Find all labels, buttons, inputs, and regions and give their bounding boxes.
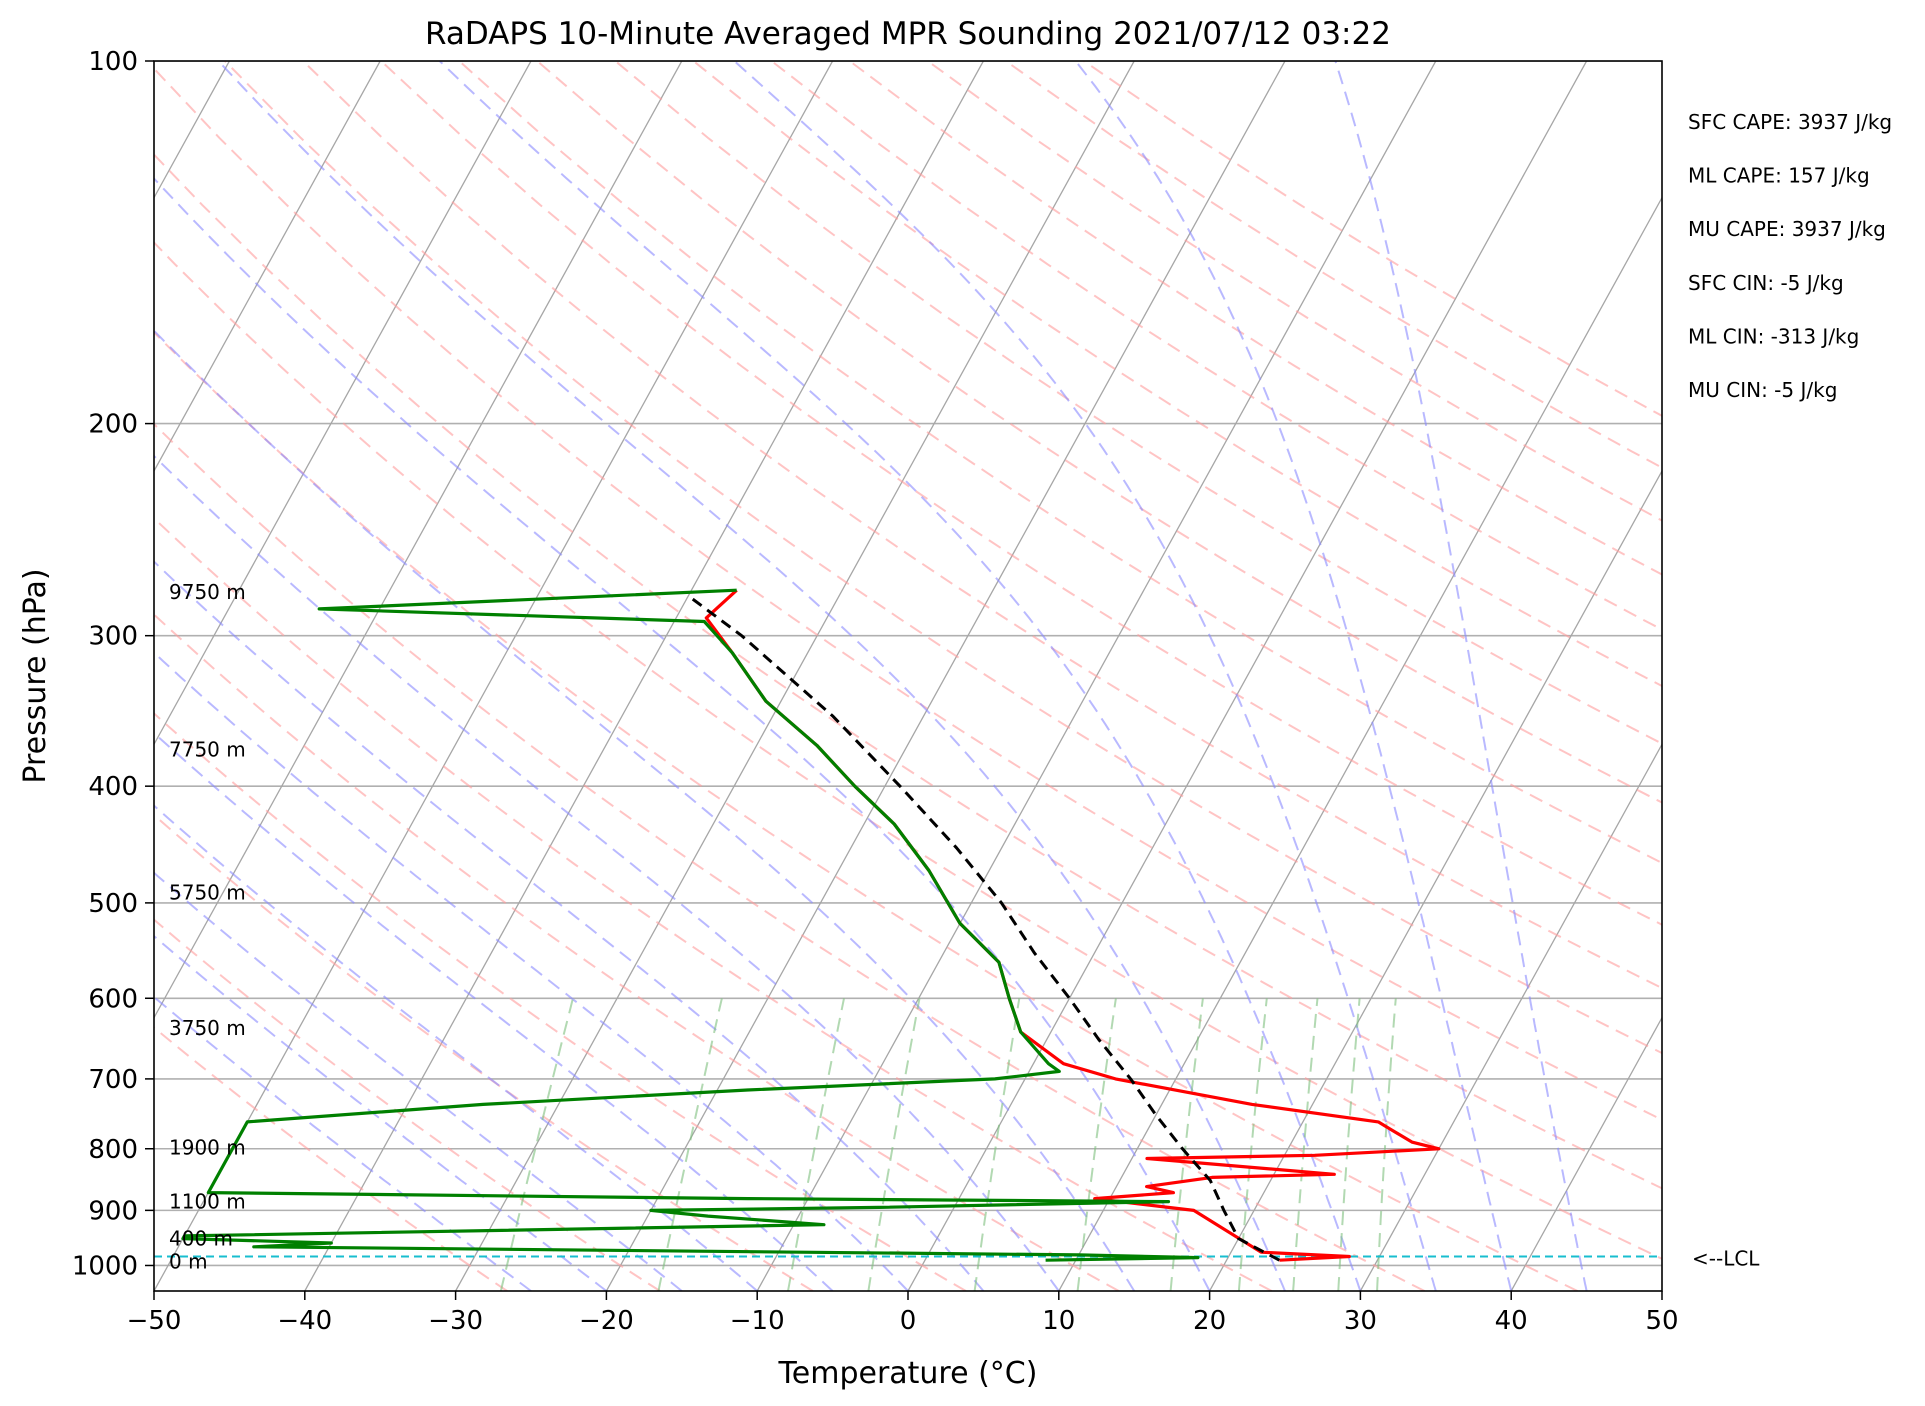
- dry-adiabat: [614, 61, 1662, 745]
- moist-adiabat: [154, 934, 608, 1291]
- mixing-ratio-line: [1376, 998, 1397, 1291]
- isotherm: [154, 61, 834, 1291]
- plot-profiles: [154, 588, 1662, 1262]
- x-tick-label: 10: [1042, 1306, 1075, 1336]
- moist-adiabat: [438, 61, 1362, 1291]
- dry-adiabat: [154, 67, 1662, 1121]
- isotherm: [154, 61, 683, 1020]
- x-axis-label: Temperature (°C): [778, 1356, 1038, 1391]
- dry-adiabat: [154, 813, 814, 1291]
- mixing-ratio-line: [1292, 998, 1319, 1291]
- dry-adiabat: [380, 61, 1662, 926]
- mixing-ratio-line: [1076, 998, 1117, 1291]
- height-label: 7750 m: [169, 738, 246, 762]
- dry-adiabat: [302, 61, 1662, 990]
- isotherm: [605, 61, 1286, 1291]
- isotherm: [1058, 196, 1662, 1291]
- height-label: 3750 m: [169, 1016, 246, 1040]
- dry-adiabat: [536, 61, 1662, 804]
- stat-line: ML CAPE: 157 J/kg: [1688, 164, 1870, 188]
- x-tick-label: 50: [1645, 1306, 1678, 1336]
- y-tick-label: 800: [88, 1135, 138, 1165]
- dry-adiabat: [154, 918, 661, 1291]
- y-axis-label: Pressure (hPa): [18, 568, 53, 783]
- dry-adiabat: [154, 422, 1426, 1291]
- dry-adiabat: [154, 153, 1662, 1190]
- isotherm: [154, 61, 532, 746]
- moist-adiabat: [1074, 61, 1513, 1291]
- moist-adiabat: [154, 651, 909, 1291]
- parcel-path-line: [687, 594, 1281, 1262]
- y-tick-label: 500: [88, 889, 138, 919]
- isotherm: [1359, 742, 1662, 1291]
- isotherm: [455, 61, 1135, 1291]
- y-tick-label: 400: [88, 772, 138, 802]
- isotherm: [1209, 469, 1662, 1291]
- height-label: 400 m: [169, 1227, 233, 1251]
- height-label: 5750 m: [169, 880, 246, 904]
- dry-adiabat: [154, 516, 1273, 1291]
- moist-adiabat: [217, 61, 1286, 1291]
- x-tick-label: −30: [428, 1306, 483, 1336]
- x-tick-label: 0: [900, 1306, 917, 1336]
- y-tick-label: 200: [88, 410, 138, 440]
- chart-title: RaDAPS 10-Minute Averaged MPR Sounding 2…: [425, 16, 1391, 52]
- x-tick-label: 40: [1495, 1306, 1528, 1336]
- moist-adiabat: [1334, 61, 1588, 1291]
- moist-adiabat: [154, 995, 532, 1291]
- x-tick-label: −50: [127, 1306, 182, 1336]
- x-tick-label: 30: [1344, 1306, 1377, 1336]
- dry-adiabat: [154, 712, 967, 1291]
- stat-line: MU CIN: -5 J/kg: [1688, 378, 1837, 402]
- moist-adiabat: [733, 61, 1437, 1291]
- stat-line: MU CAPE: 3937 J/kg: [1688, 217, 1886, 241]
- lcl-label: <--LCL: [1692, 1247, 1760, 1271]
- dry-adiabat: [154, 613, 1120, 1291]
- moist-adiabat: [154, 804, 758, 1291]
- height-label: 1900 m: [169, 1135, 246, 1159]
- y-tick-label: 300: [88, 622, 138, 652]
- dewpoint-line: [181, 588, 1200, 1262]
- stat-line: ML CIN: -313 J/kg: [1688, 324, 1859, 348]
- x-tick-label: −40: [277, 1306, 332, 1336]
- stat-line: SFC CAPE: 3937 J/kg: [1688, 110, 1892, 134]
- height-label: 0 m: [169, 1249, 208, 1273]
- x-tick-label: −10: [730, 1306, 785, 1336]
- y-tick-label: 700: [88, 1065, 138, 1095]
- y-tick-label: 100: [88, 47, 138, 77]
- moist-adiabat: [154, 329, 1136, 1291]
- dry-adiabat: [692, 61, 1662, 688]
- moist-adiabat: [154, 454, 1060, 1291]
- isotherm: [907, 61, 1588, 1291]
- x-tick-label: −20: [579, 1306, 634, 1336]
- dry-adiabat: [154, 241, 1662, 1260]
- dry-adiabat: [154, 330, 1578, 1291]
- height-label: 1100 m: [169, 1190, 246, 1214]
- mixing-ratio-line: [1169, 998, 1204, 1291]
- y-tick-label: 600: [88, 984, 138, 1014]
- stats-panel: SFC CAPE: 3937 J/kg ML CAPE: 157 J/kg MU C…: [1688, 110, 1892, 402]
- dry-adiabat: [224, 61, 1662, 1055]
- mixing-ratio-line: [973, 998, 1021, 1291]
- dry-adiabat: [458, 61, 1662, 865]
- isotherm: [1510, 1016, 1662, 1291]
- plot-area: [154, 61, 1662, 1291]
- x-tick-label: 20: [1193, 1306, 1226, 1336]
- height-label: 9750 m: [169, 580, 246, 604]
- y-tick-label: 900: [88, 1196, 138, 1226]
- mixing-ratio-line: [1337, 998, 1361, 1291]
- dry-adiabat: [770, 61, 1662, 631]
- moist-adiabat: [154, 871, 683, 1291]
- stat-line: SFC CIN: -5 J/kg: [1688, 271, 1844, 295]
- mixing-ratio-line: [1237, 998, 1268, 1291]
- y-tick-label: 1000: [72, 1251, 138, 1281]
- isotherm: [154, 61, 381, 473]
